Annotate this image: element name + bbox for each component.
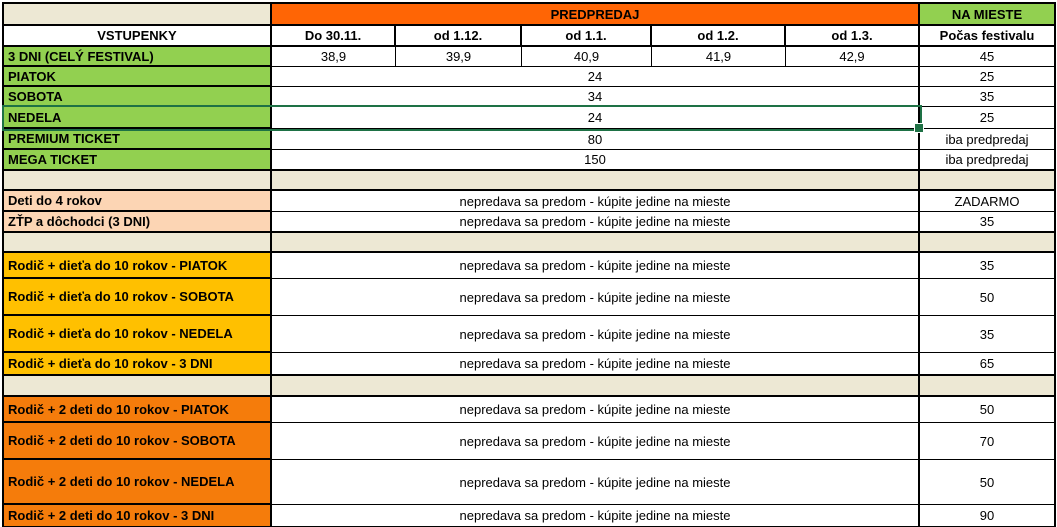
column-header-row: VSTUPENKY Do 30.11. od 1.12. od 1.1. od …	[4, 26, 1056, 47]
price-cell[interactable]: 39,9	[396, 47, 522, 67]
ticket-label-cell[interactable]: MEGA TICKET	[4, 150, 272, 171]
family2-row-piatok: Rodič + 2 deti do 10 rokov - PIATOK nepr…	[4, 397, 1056, 423]
ticket-row-nedela: NEDELA 24 25	[4, 107, 1056, 129]
onsite-price-cell[interactable]: 35	[920, 253, 1056, 279]
note-cell[interactable]: nepredava sa predom - kúpite jedine na m…	[272, 279, 920, 316]
spacer-cell[interactable]	[4, 376, 272, 397]
onsite-price-cell[interactable]: iba predpredaj	[920, 129, 1056, 150]
onsite-price-cell[interactable]: iba predpredaj	[920, 150, 1056, 171]
onsite-header-cell[interactable]: NA MIESTE	[920, 4, 1056, 26]
spacer-cell[interactable]	[272, 376, 920, 397]
note-cell[interactable]: nepredava sa predom - kúpite jedine na m…	[272, 397, 920, 423]
note-cell[interactable]: nepredava sa predom - kúpite jedine na m…	[272, 212, 920, 233]
top-header-row: PREDPREDAJ NA MIESTE	[4, 4, 1056, 26]
spacer-row	[4, 233, 1056, 253]
ticket-label-cell[interactable]: Rodič + 2 deti do 10 rokov - NEDELA	[4, 460, 272, 505]
onsite-col-header[interactable]: Počas festivalu	[920, 26, 1056, 47]
presale-header-cell[interactable]: PREDPREDAJ	[272, 4, 920, 26]
date-col-header[interactable]: od 1.1.	[522, 26, 652, 47]
date-col-header[interactable]: od 1.3.	[786, 26, 920, 47]
merged-price-cell[interactable]: 80	[272, 129, 920, 150]
spacer-cell[interactable]	[920, 376, 1056, 397]
spacer-cell[interactable]	[920, 233, 1056, 253]
price-cell[interactable]: 42,9	[786, 47, 920, 67]
note-cell[interactable]: nepredava sa predom - kúpite jedine na m…	[272, 353, 920, 376]
merged-price-cell[interactable]: 150	[272, 150, 920, 171]
ticket-label-cell[interactable]: Rodič + dieťa do 10 rokov - SOBOTA	[4, 279, 272, 316]
family1-row-sobota: Rodič + dieťa do 10 rokov - SOBOTA nepre…	[4, 279, 1056, 316]
ticket-row-premium: PREMIUM TICKET 80 iba predpredaj	[4, 129, 1056, 150]
price-cell[interactable]: 40,9	[522, 47, 652, 67]
onsite-price-cell[interactable]: 45	[920, 47, 1056, 67]
price-cell[interactable]: 41,9	[652, 47, 786, 67]
ticket-label-cell[interactable]: SOBOTA	[4, 87, 272, 107]
date-col-header[interactable]: od 1.12.	[396, 26, 522, 47]
spacer-cell[interactable]	[4, 233, 272, 253]
ticket-row-mega: MEGA TICKET 150 iba predpredaj	[4, 150, 1056, 171]
ticket-label-cell[interactable]: PREMIUM TICKET	[4, 129, 272, 150]
ticket-label-cell[interactable]: Rodič + dieťa do 10 rokov - PIATOK	[4, 253, 272, 279]
onsite-price-cell[interactable]: ZADARMO	[920, 191, 1056, 212]
family2-row-sobota: Rodič + 2 deti do 10 rokov - SOBOTA nepr…	[4, 423, 1056, 460]
onsite-price-cell[interactable]: 50	[920, 279, 1056, 316]
merged-price-cell[interactable]: 34	[272, 87, 920, 107]
note-cell[interactable]: nepredava sa predom - kúpite jedine na m…	[272, 316, 920, 353]
onsite-price-cell[interactable]: 50	[920, 397, 1056, 423]
family1-row-piatok: Rodič + dieťa do 10 rokov - PIATOK nepre…	[4, 253, 1056, 279]
discount-row-ztp: ZŤP a dôchodci (3 DNI) nepredava sa pred…	[4, 212, 1056, 233]
spacer-row	[4, 171, 1056, 191]
fill-handle[interactable]	[914, 123, 924, 133]
note-cell[interactable]: nepredava sa predom - kúpite jedine na m…	[272, 191, 920, 212]
ticket-row-sobota: SOBOTA 34 35	[4, 87, 1056, 107]
note-cell[interactable]: nepredava sa predom - kúpite jedine na m…	[272, 505, 920, 527]
note-cell[interactable]: nepredava sa predom - kúpite jedine na m…	[272, 253, 920, 279]
date-col-header[interactable]: Do 30.11.	[272, 26, 396, 47]
ticket-row-piatok: PIATOK 24 25	[4, 67, 1056, 87]
ticket-label-cell[interactable]: Rodič + dieťa do 10 rokov - 3 DNI	[4, 353, 272, 376]
spacer-cell[interactable]	[920, 171, 1056, 191]
ticket-label-cell[interactable]: Rodič + 2 deti do 10 rokov - 3 DNI	[4, 505, 272, 527]
family1-row-nedela: Rodič + dieťa do 10 rokov - NEDELA nepre…	[4, 316, 1056, 353]
merged-price-cell[interactable]: 24	[272, 67, 920, 87]
ticket-label-cell[interactable]: Rodič + 2 deti do 10 rokov - SOBOTA	[4, 423, 272, 460]
onsite-price-cell[interactable]: 35	[920, 316, 1056, 353]
family2-row-nedela: Rodič + 2 deti do 10 rokov - NEDELA nepr…	[4, 460, 1056, 505]
ticket-label-cell[interactable]: ZŤP a dôchodci (3 DNI)	[4, 212, 272, 233]
ticket-label-cell[interactable]: Rodič + dieťa do 10 rokov - NEDELA	[4, 316, 272, 353]
family2-row-3dni: Rodič + 2 deti do 10 rokov - 3 DNI nepre…	[4, 505, 1056, 527]
onsite-price-cell[interactable]: 65	[920, 353, 1056, 376]
family1-row-3dni: Rodič + dieťa do 10 rokov - 3 DNI nepred…	[4, 353, 1056, 376]
onsite-price-cell[interactable]: 25	[920, 107, 1056, 129]
spacer-cell[interactable]	[272, 171, 920, 191]
onsite-price-cell[interactable]: 70	[920, 423, 1056, 460]
onsite-price-cell[interactable]: 90	[920, 505, 1056, 527]
discount-row-deti: Deti do 4 rokov nepredava sa predom - kú…	[4, 191, 1056, 212]
spacer-cell[interactable]	[272, 233, 920, 253]
onsite-price-cell[interactable]: 50	[920, 460, 1056, 505]
tickets-header-cell[interactable]: VSTUPENKY	[4, 26, 272, 47]
note-cell[interactable]: nepredava sa predom - kúpite jedine na m…	[272, 423, 920, 460]
price-cell[interactable]: 38,9	[272, 47, 396, 67]
ticket-label-cell[interactable]: Rodič + 2 deti do 10 rokov - PIATOK	[4, 397, 272, 423]
onsite-price-cell[interactable]: 25	[920, 67, 1056, 87]
merged-price-cell[interactable]: 24	[272, 107, 920, 129]
onsite-price-cell[interactable]: 35	[920, 212, 1056, 233]
onsite-price-cell[interactable]: 35	[920, 87, 1056, 107]
note-cell[interactable]: nepredava sa predom - kúpite jedine na m…	[272, 460, 920, 505]
corner-cell[interactable]	[4, 4, 272, 26]
ticket-row-3dni: 3 DNI (CELÝ FESTIVAL) 38,9 39,9 40,9 41,…	[4, 47, 1056, 67]
ticket-label-cell[interactable]: Deti do 4 rokov	[4, 191, 272, 212]
date-col-header[interactable]: od 1.2.	[652, 26, 786, 47]
ticket-label-cell[interactable]: 3 DNI (CELÝ FESTIVAL)	[4, 47, 272, 67]
spacer-row	[4, 376, 1056, 397]
spacer-cell[interactable]	[4, 171, 272, 191]
ticket-label-cell[interactable]: PIATOK	[4, 67, 272, 87]
ticket-label-cell[interactable]: NEDELA	[4, 107, 272, 129]
